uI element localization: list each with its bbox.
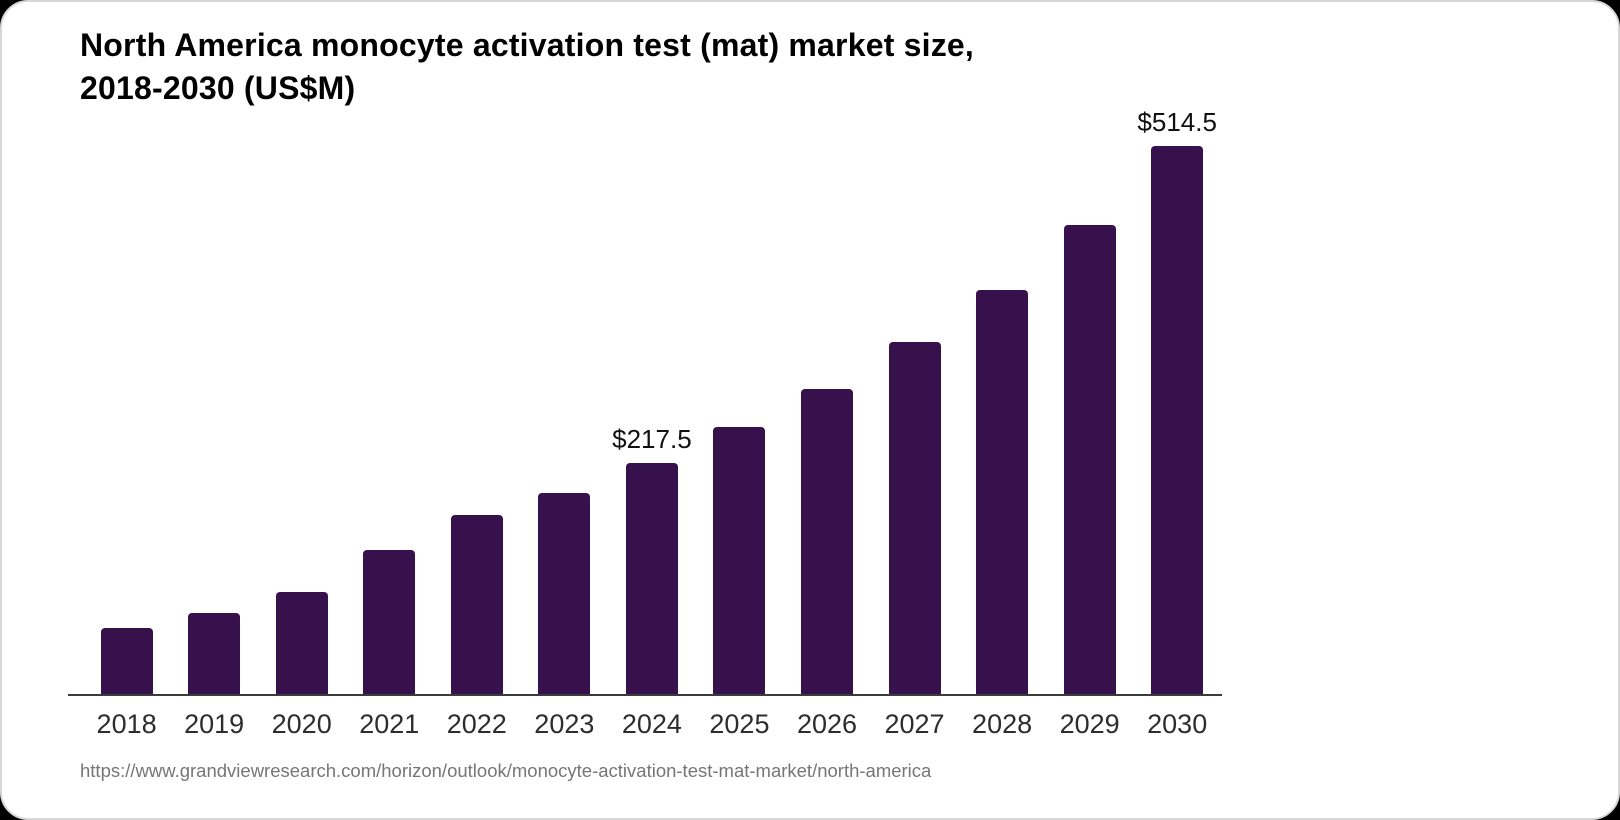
bar-2025 [713, 427, 766, 695]
x-tick-2026: 2026 [796, 709, 858, 739]
bar-2026 [801, 388, 853, 695]
bar-2028 [976, 289, 1029, 695]
x-axis-line [68, 694, 1222, 696]
bar-2022 [450, 514, 503, 695]
value-label-2030: $514.5 [1137, 107, 1217, 137]
chart-title-line2: 2018-2030 (US$M) [80, 70, 356, 106]
x-tick-2022: 2022 [446, 709, 507, 739]
x-tick-2028: 2028 [972, 709, 1033, 739]
x-tick-2023: 2023 [534, 709, 595, 739]
x-tick-2024: 2024 [621, 709, 682, 739]
bar-2019 [188, 612, 241, 695]
bar-2027 [888, 341, 941, 695]
bar-2021 [363, 550, 416, 695]
chart-title: North America monocyte activation test (… [80, 24, 974, 110]
value-label-2024: $217.5 [612, 423, 692, 454]
x-tick-2019: 2019 [184, 709, 245, 739]
x-tick-2018: 2018 [96, 709, 157, 739]
bar-2018 [100, 627, 153, 695]
x-tick-2027: 2027 [884, 709, 945, 739]
bar-2029 [1063, 225, 1116, 695]
chart-title-line1: North America monocyte activation test (… [80, 27, 975, 63]
bar-2024 [625, 462, 678, 695]
x-tick-2025: 2025 [709, 709, 770, 739]
x-tick-2020: 2020 [271, 709, 332, 739]
bar-2020 [275, 592, 328, 695]
x-tick-2030: 2030 [1147, 709, 1208, 739]
x-tick-2029: 2029 [1059, 709, 1120, 739]
bar-2030 [1151, 146, 1204, 695]
bar-2023 [538, 492, 591, 695]
x-tick-2021: 2021 [359, 709, 420, 739]
source-url: https://www.grandviewresearch.com/horizo… [80, 760, 932, 781]
